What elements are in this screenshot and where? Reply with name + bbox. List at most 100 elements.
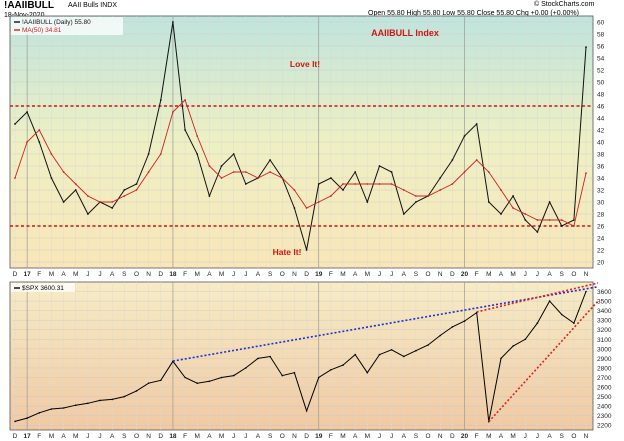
- aaii-bulls-point: [342, 189, 344, 191]
- ma50-point: [500, 189, 502, 191]
- ma50-point: [512, 207, 514, 209]
- spx-y-tick-label: 2900: [597, 356, 612, 363]
- bulls-x-tick-label: N: [438, 271, 443, 278]
- ma50-point: [585, 172, 587, 175]
- spx-panel: 2200 2300 2400 2500 2600 2700 2800 2900 3000 3100…: [9, 281, 612, 440]
- aaii-bulls-point: [573, 219, 575, 221]
- spx-x-tick-label: O: [280, 433, 285, 440]
- spx-x-tick-label: 20: [461, 433, 469, 440]
- spx-legend-label: $SPX 3600.31: [22, 285, 64, 292]
- bulls-x-tick-label: M: [195, 271, 200, 278]
- aaii-bulls-point: [220, 165, 223, 167]
- spx-x-tick-label: M: [73, 433, 78, 440]
- bulls-x-tick-label: M: [340, 271, 345, 278]
- aaii-bulls-point: [378, 165, 381, 167]
- spx-x-tick-label: M: [195, 433, 200, 440]
- bulls-y-tick-label: 36: [597, 164, 605, 171]
- bulls-y-tick-label: 58: [597, 32, 605, 39]
- spx-point: [257, 357, 259, 360]
- spx-x-tick-label: A: [353, 433, 358, 440]
- ma50-point: [475, 159, 478, 161]
- bulls-x-tick-label: A: [402, 271, 407, 278]
- aaii-bulls-point: [232, 153, 235, 155]
- ma50-point: [62, 171, 65, 173]
- bulls-y-tick-label: 40: [597, 140, 605, 147]
- spx-y-tick-label: 3600: [597, 289, 612, 296]
- bulls-y-tick-label: 32: [597, 188, 605, 195]
- spx-x-tick-label: 17: [24, 433, 32, 440]
- bulls-x-tick-label: O: [571, 271, 576, 278]
- aaii-bulls-point: [172, 21, 174, 23]
- spx-x-tick-label: J: [98, 433, 101, 440]
- bulls-x-tick-label: J: [390, 271, 393, 278]
- spx-point: [87, 402, 89, 405]
- spx-x-tick-label: J: [524, 433, 527, 440]
- legend-label: !AAIIBULL (Daily) 55.80: [22, 19, 91, 26]
- bulls-y-tick-label: 30: [597, 200, 605, 207]
- spx-point: [536, 322, 539, 324]
- bulls-x-tick-label: 18: [169, 271, 177, 278]
- bulls-y-tick-label: 54: [597, 56, 605, 63]
- annotation-love-it: Love It!: [290, 59, 320, 69]
- bulls-x-tick-label: S: [268, 271, 273, 278]
- aaii-bulls-point: [512, 195, 514, 197]
- bulls-y-tick-label: 50: [597, 80, 605, 87]
- spx-point: [123, 395, 126, 398]
- annotation-hate-it: Hate It!: [273, 247, 302, 257]
- chart-date: 18-Nov-2020: [4, 12, 45, 19]
- spx-y-tick-label: 3400: [597, 308, 612, 315]
- ma50-point: [172, 111, 174, 113]
- spx-x-tick-label: M: [340, 433, 345, 440]
- aaii-bulls-point: [524, 219, 527, 221]
- spx-x-tick-label: N: [146, 433, 151, 440]
- aaii-bulls-point: [184, 129, 187, 131]
- spx-x-tick-label: D: [450, 433, 455, 440]
- aaii-bulls-point: [548, 201, 551, 203]
- spx-x-tick-label: D: [158, 433, 163, 440]
- spx-x-tick-label: S: [560, 433, 565, 440]
- spx-x-tick-label: J: [390, 433, 393, 440]
- spx-y-tick-label: 3000: [597, 346, 612, 353]
- bulls-x-tick-label: 19: [315, 271, 323, 278]
- spx-point: [208, 380, 211, 383]
- spx-point: [269, 355, 271, 358]
- ma50-point: [111, 201, 114, 203]
- aaii-bulls-point: [26, 111, 28, 113]
- ma50-point: [415, 195, 417, 197]
- spx-point: [390, 349, 393, 351]
- bulls-x-tick-label: J: [98, 271, 101, 278]
- spx-point: [38, 412, 41, 414]
- bulls-x-tick-label: 20: [461, 271, 469, 278]
- spx-x-tick-label: J: [232, 433, 235, 440]
- aaii-bulls-point: [560, 225, 563, 227]
- bulls-x-tick-label: O: [134, 271, 139, 278]
- bulls-x-tick-label: O: [280, 271, 285, 278]
- bulls-x-tick-label: O: [426, 271, 431, 278]
- spx-point: [342, 364, 344, 366]
- spx-y-tick-label: 2800: [597, 365, 612, 372]
- bulls-x-tick-label: F: [475, 271, 479, 278]
- spx-point: [585, 290, 587, 293]
- bulls-y-tick-label: 46: [597, 104, 605, 111]
- bulls-x-tick-label: M: [486, 271, 491, 278]
- ma50-point: [560, 219, 563, 221]
- spx-x-tick-label: A: [402, 433, 407, 440]
- ma50-point: [330, 195, 332, 197]
- bulls-y-tick-label: 56: [597, 44, 605, 51]
- ma50-point: [196, 135, 199, 137]
- ma50-point: [123, 195, 126, 197]
- spx-point: [99, 399, 101, 402]
- aaii-bulls-point: [415, 201, 417, 203]
- spx-point: [378, 353, 381, 356]
- spx-point: [560, 313, 563, 316]
- aaii-bulls-point: [330, 177, 332, 179]
- spx-x-tick-label: A: [547, 433, 552, 440]
- bulls-y-tick-label: 24: [597, 236, 605, 243]
- spx-x-tick-label: M: [486, 433, 491, 440]
- ma50-point: [390, 183, 393, 185]
- spx-x-tick-label: A: [207, 433, 212, 440]
- spx-x-tick-label: N: [584, 433, 589, 440]
- aaii-bulls-point: [390, 171, 393, 173]
- ma50-point: [269, 171, 271, 173]
- aaii-bulls-point: [208, 195, 211, 197]
